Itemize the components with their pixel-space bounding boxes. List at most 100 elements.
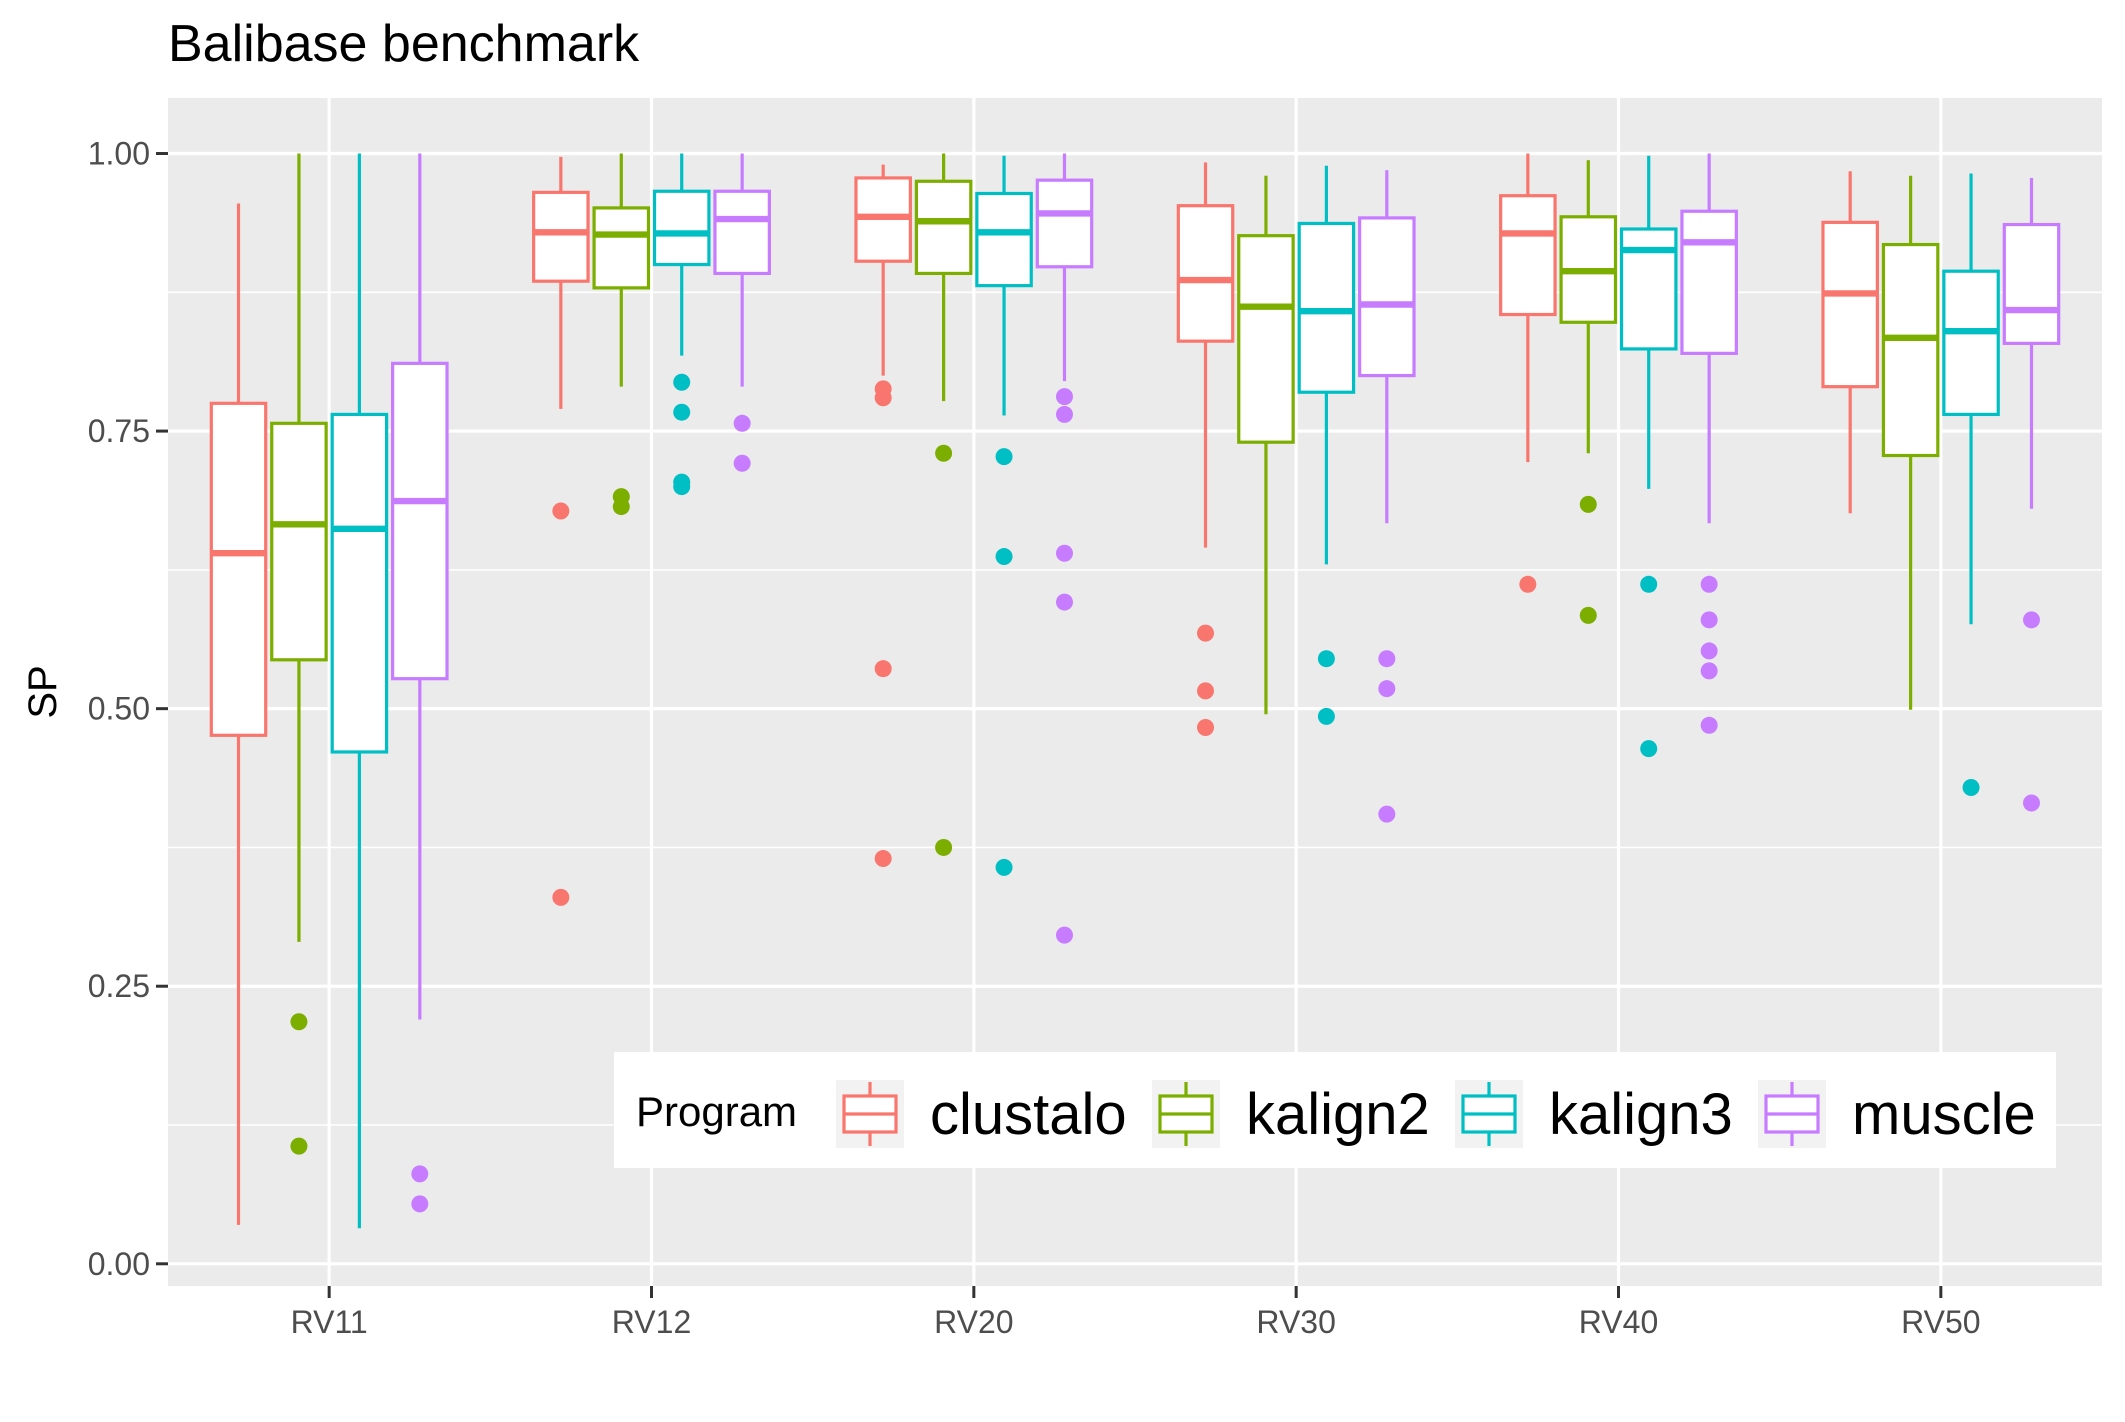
outlier-point <box>411 1195 429 1213</box>
outlier-point <box>1378 680 1396 698</box>
y-axis-title: SP <box>21 665 65 718</box>
outlier-point <box>1579 606 1597 624</box>
outlier-point <box>1640 575 1658 593</box>
iqr-box <box>1297 221 1356 394</box>
outlier-point <box>1962 778 1980 796</box>
iqr-box <box>1358 216 1416 378</box>
x-tick-label: RV40 <box>1579 1304 1658 1340</box>
box-kalign3-RV12 <box>652 153 711 496</box>
iqr-box <box>2002 222 2061 345</box>
box-clustalo-RV40 <box>1499 153 1557 593</box>
y-tick-label: 0.75 <box>88 413 150 449</box>
outlier-point <box>290 1137 308 1155</box>
box-muscle-RV50 <box>2002 177 2061 812</box>
outlier-point <box>1197 682 1215 700</box>
outlier-point <box>733 454 751 472</box>
legend: Program clustalo kalign2 kalign3 muscle <box>614 1052 2056 1168</box>
box-kalign2-RV30 <box>1237 175 1295 715</box>
y-tick-label: 0.25 <box>88 968 150 1004</box>
outlier-point <box>1519 575 1537 593</box>
iqr-box <box>1499 194 1557 317</box>
legend-item-muscle: muscle <box>1758 1080 2036 1148</box>
outlier-point <box>1378 650 1396 668</box>
boxes <box>209 153 2061 1229</box>
outlier-point <box>1700 642 1718 660</box>
outlier-point <box>1055 405 1073 423</box>
iqr-box <box>592 206 651 290</box>
outlier-point <box>552 502 570 520</box>
box-clustalo-RV11 <box>209 203 268 1225</box>
outlier-point <box>874 389 892 407</box>
iqr-box <box>652 189 711 267</box>
iqr-box <box>532 190 590 283</box>
legend-label: muscle <box>1852 1082 2036 1147</box>
legend-item-kalign2: kalign2 <box>1152 1080 1430 1148</box>
box-kalign3-RV20 <box>975 155 1033 876</box>
box-muscle-RV30 <box>1358 170 1416 823</box>
outlier-point <box>673 403 691 421</box>
iqr-box <box>1035 178 1094 269</box>
box-kalign2-RV11 <box>270 153 328 1155</box>
outlier-point <box>874 850 892 868</box>
legend-title: Program <box>636 1088 797 1135</box>
box-kalign3-RV50 <box>1942 173 2000 796</box>
box-clustalo-RV20 <box>854 164 912 868</box>
outlier-point <box>935 444 953 462</box>
box-clustalo-RV12 <box>532 156 590 906</box>
box-kalign2-RV20 <box>914 153 973 856</box>
chart-title: Balibase benchmark <box>168 15 640 73</box>
outlier-point <box>733 414 751 432</box>
box-kalign3-RV30 <box>1297 165 1356 725</box>
outlier-point <box>673 478 691 496</box>
legend-item-kalign3: kalign3 <box>1455 1080 1733 1148</box>
y-tick-label: 0.50 <box>88 691 150 727</box>
x-tick-label: RV11 <box>291 1304 368 1340</box>
outlier-point <box>1317 707 1335 725</box>
iqr-box <box>1821 220 1879 389</box>
iqr-box <box>713 189 771 276</box>
outlier-point <box>995 548 1013 566</box>
box-muscle-RV11 <box>391 153 449 1213</box>
box-clustalo-RV30 <box>1176 162 1235 737</box>
outlier-point <box>1197 624 1215 642</box>
legend-keys: clustalo kalign2 kalign3 muscle <box>836 1080 2036 1148</box>
outlier-point <box>1378 805 1396 823</box>
outlier-point <box>1055 544 1073 562</box>
outlier-point <box>1640 740 1658 758</box>
box-muscle-RV40 <box>1680 153 1738 734</box>
box-kalign3-RV11 <box>330 153 389 1229</box>
outlier-point <box>874 660 892 678</box>
outlier-point <box>290 1013 308 1031</box>
iqr-box <box>1680 209 1738 355</box>
iqr-box <box>914 179 973 276</box>
iqr-box <box>330 412 389 754</box>
box-kalign2-RV50 <box>1881 175 1940 710</box>
outlier-point <box>612 498 630 516</box>
box-clustalo-RV50 <box>1821 171 1879 514</box>
outlier-point <box>2022 794 2040 812</box>
outlier-point <box>1700 662 1718 680</box>
iqr-box <box>391 361 449 681</box>
x-tick-label: RV12 <box>612 1304 691 1340</box>
x-tick-label: RV20 <box>934 1304 1013 1340</box>
box-kalign3-RV40 <box>1619 155 1678 758</box>
box-kalign2-RV12 <box>592 153 651 516</box>
outlier-point <box>1197 719 1215 737</box>
iqr-box <box>1881 242 1940 458</box>
outlier-point <box>1055 388 1073 406</box>
iqr-box <box>209 401 268 737</box>
outlier-point <box>1700 611 1718 629</box>
outlier-point <box>552 888 570 906</box>
outlier-point <box>2022 611 2040 629</box>
outlier-point <box>1579 495 1597 513</box>
x-tick-label: RV50 <box>1901 1304 1980 1340</box>
outlier-point <box>995 858 1013 876</box>
outlier-point <box>1700 575 1718 593</box>
legend-label: kalign3 <box>1549 1082 1733 1147</box>
iqr-box <box>975 191 1033 288</box>
outlier-point <box>1317 650 1335 668</box>
legend-label: kalign2 <box>1246 1082 1430 1147</box>
y-tick-label: 1.00 <box>88 136 150 172</box>
